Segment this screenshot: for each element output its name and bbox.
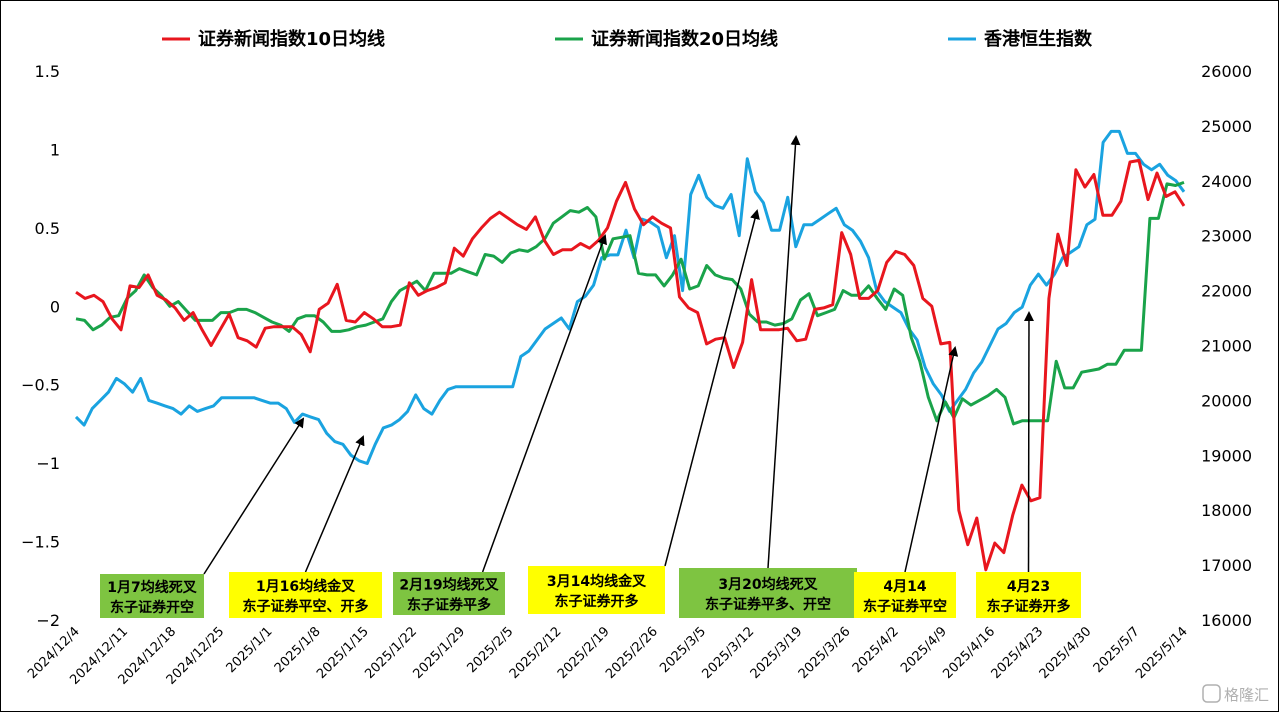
x-axis: 2024/12/42024/12/112024/12/182024/12/252… (25, 624, 1191, 688)
y-right-tick-label: 25000 (1201, 117, 1252, 136)
annotation-arrow (481, 234, 607, 573)
annotation-box (528, 566, 665, 614)
y-left-tick-label: −1 (36, 454, 60, 473)
y-left-tick-label: −0.5 (21, 376, 60, 395)
annotation-line1: 3月14均线金叉 (547, 573, 647, 590)
y-right-tick-label: 24000 (1201, 172, 1252, 191)
annotation-arrow (767, 135, 801, 569)
annotation-callout: 4月23 东子证券开多 (976, 311, 1081, 618)
series-layer (74, 129, 1186, 572)
x-tick-label: 2025/2/26 (603, 624, 661, 682)
annotation-line2: 东子证券平多、开空 (705, 596, 831, 613)
watermark: 格隆汇 (1202, 684, 1269, 704)
y-left-tick-label: 0.5 (35, 219, 60, 238)
watermark-logo-icon (1202, 684, 1221, 703)
annotation-arrow (904, 346, 959, 573)
annotation-callout: 4月14 东子证券平空 (854, 346, 959, 618)
annotation-box (854, 572, 956, 618)
y-right-tick-label: 23000 (1201, 227, 1252, 246)
x-tick-label: 2025/4/2 (850, 624, 902, 676)
annotation-line2: 东子证券开多 (555, 593, 639, 610)
annotation-line2: 东子证券平多 (407, 597, 491, 614)
x-tick-label: 2025/3/26 (796, 624, 854, 682)
legend-label-ma10: 证券新闻指数10日均线 (198, 28, 385, 50)
x-tick-label: 2025/1/1 (224, 624, 276, 676)
y-right-tick-label: 19000 (1201, 446, 1252, 465)
annotation-line2: 东子证券平空、开多 (243, 598, 369, 615)
y-right-tick-label: 22000 (1201, 282, 1252, 301)
x-tick-label: 2025/4/30 (1037, 624, 1095, 682)
annotation-box (229, 572, 382, 618)
annotation-line1: 1月16均线金叉 (256, 578, 356, 595)
annotation-arrow (1023, 311, 1034, 573)
y-left-tick-label: 0 (50, 297, 60, 316)
y-right-tick-label: 17000 (1201, 556, 1252, 575)
y-right-tick-label: 18000 (1201, 501, 1252, 520)
series-line-hsi (74, 129, 1186, 465)
annotation-line1: 4月14 (883, 579, 926, 595)
annotation-line2: 东子证券平空 (863, 598, 947, 615)
annotation-arrow (664, 209, 760, 567)
y-right-tick-label: 21000 (1201, 337, 1252, 356)
series-line-ma10 (75, 158, 1186, 572)
y-left-tick-label: −1.5 (21, 533, 60, 552)
x-tick-label: 2025/1/29 (410, 624, 468, 682)
x-tick-label: 2025/5/14 (1133, 624, 1191, 682)
y-right-tick-label: 26000 (1201, 62, 1252, 81)
y-left-tick-label: 1 (50, 140, 60, 159)
y-left-tick-label: −2 (36, 611, 60, 630)
annotation-line1: 2月19均线死叉 (399, 577, 499, 594)
annotation-box (976, 572, 1081, 618)
annotation-layer: 1月7均线死叉东子证券开空1月16均线金叉东子证券平空、开多2月19均线死叉东子… (100, 135, 1081, 618)
annotation-line1: 3月20均线死叉 (718, 576, 818, 593)
legend-label-hsi: 香港恒生指数 (983, 28, 1093, 50)
annotation-box (100, 574, 204, 618)
legend-label-ma20: 证券新闻指数20日均线 (591, 28, 778, 50)
annotation-arrow (304, 435, 365, 573)
annotation-arrow (203, 417, 305, 575)
annotation-line2: 东子证券开空 (110, 599, 194, 616)
y-right-tick-label: 20000 (1201, 391, 1252, 410)
y-axis-left: 1.5 1 0.5 0 −0.5 −1 −1.5 −2 (21, 62, 60, 630)
watermark-text: 格隆汇 (1224, 686, 1269, 704)
y-right-tick-label: 16000 (1201, 611, 1252, 630)
legend: 证券新闻指数10日均线 证券新闻指数20日均线 香港恒生指数 (162, 28, 1093, 50)
annotation-box (679, 568, 857, 618)
annotation-line1: 4月23 (1007, 579, 1050, 595)
annotation-box (393, 572, 505, 615)
annotation-line2: 东子证券开多 (987, 598, 1071, 615)
y-axis-right: 26000 25000 24000 23000 22000 21000 20000 19000… (1201, 62, 1252, 630)
y-left-tick-label: 1.5 (35, 62, 60, 81)
annotation-line1: 1月7均线死叉 (107, 579, 197, 596)
series-line-ma20 (75, 180, 1185, 426)
